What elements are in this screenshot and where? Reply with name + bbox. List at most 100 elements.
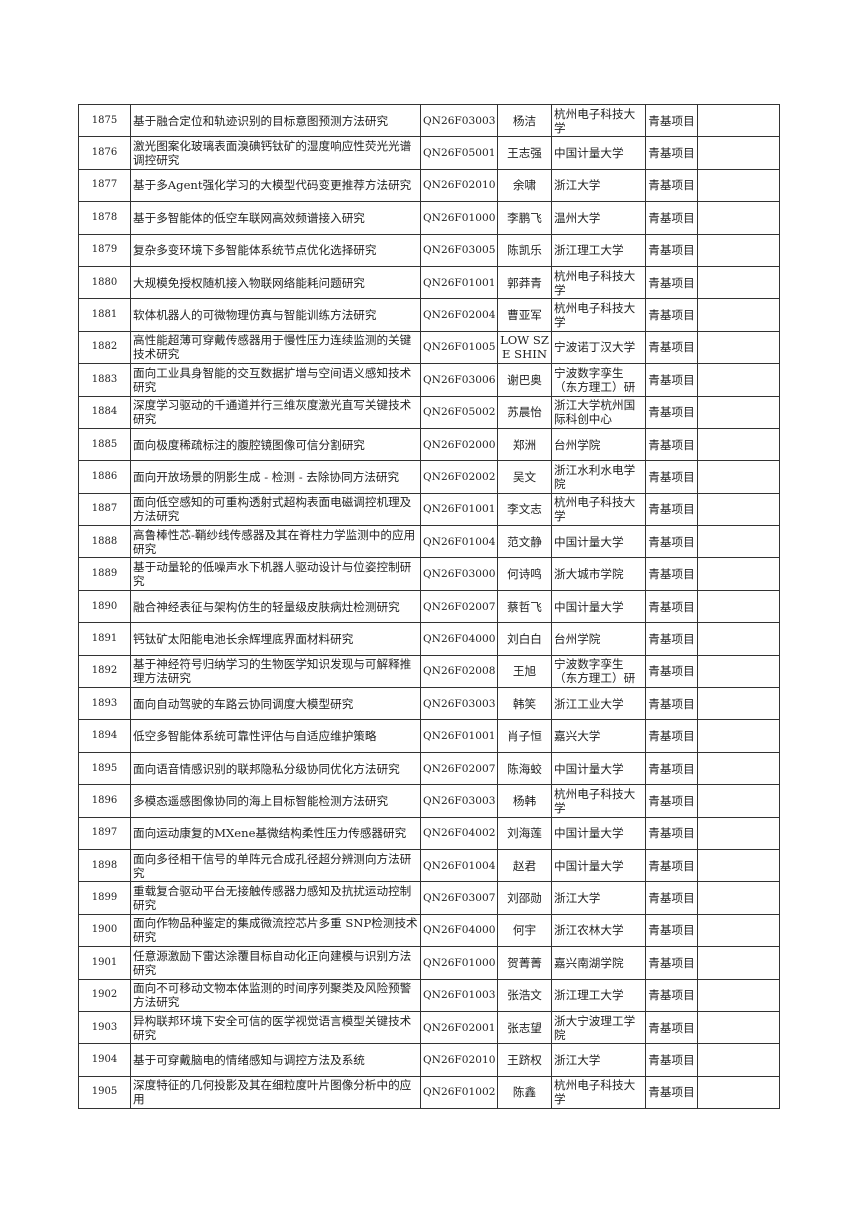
- row-number-text: 1902: [91, 989, 118, 1001]
- project-title: 基于融合定位和轨迹识别的目标意图预测方法研究: [130, 103, 421, 138]
- institution: 浙江理工大学: [551, 978, 646, 1012]
- blank-cell: [697, 330, 780, 365]
- institution: 杭州电子科技大学: [551, 298, 646, 332]
- institution-text: 宁波诺丁汉大学: [554, 340, 636, 355]
- institution-text: 杭州电子科技大学: [554, 268, 636, 297]
- project-title-text: 基于多智能体的低空车联网高效频谱接入研究: [133, 210, 365, 225]
- project-code: QN26F010007: [420, 201, 498, 235]
- project-title-text: 深度特征的几何投影及其在细粒度叶片图像分析中的应用: [133, 1078, 412, 1107]
- blank-cell: [697, 363, 780, 397]
- project-type-text: 青基项目: [648, 891, 695, 906]
- principal-name: 王跻权: [497, 1043, 552, 1077]
- principal-name-text: 陈鑫: [512, 1085, 537, 1100]
- project-title-text: 软体机器人的可微物理仿真与智能训练方法研究: [133, 308, 377, 323]
- table-row: 1903 异构联邦环境下安全可信的医学视觉语言模型关键技术研究 QN26F02001…: [78, 1010, 780, 1045]
- project-title: 面向多径相干信号的单阵元合成孔径超分辨测向方法研究: [130, 848, 421, 883]
- row-number: 1891: [78, 622, 131, 656]
- institution-text: 杭州电子科技大学: [554, 786, 636, 815]
- project-title-text: 面向低空感知的可重构透射式超构表面电磁调控机理及方法研究: [133, 495, 412, 524]
- project-title: 异构联邦环境下安全可信的医学视觉语言模型关键技术研究: [130, 1010, 421, 1045]
- project-code: QN26F010016: [420, 492, 498, 527]
- blank-cell: [697, 427, 780, 462]
- institution-text: 中国计量大学: [554, 826, 624, 841]
- project-code: QN26F010005: [420, 946, 498, 980]
- table-row: 1878 基于多智能体的低空车联网高效频谱接入研究 QN26F010007 李鹏飞 温州…: [78, 201, 780, 235]
- project-title: 面向开放场景的阴影生成 - 检测 - 去除协同方法研究: [130, 460, 421, 494]
- project-type-text: 青基项目: [648, 567, 695, 582]
- institution: 浙大宁波理工学院: [551, 1010, 646, 1045]
- row-number: 1881: [78, 298, 131, 332]
- project-type: 青基项目: [645, 233, 698, 267]
- row-number: 1892: [78, 654, 131, 689]
- row-number: 1895: [78, 751, 131, 786]
- row-number: 1879: [78, 233, 131, 267]
- row-number-text: 1887: [91, 503, 118, 515]
- institution: 杭州电子科技大学: [551, 1075, 646, 1110]
- principal-name-text: 王跻权: [507, 1053, 542, 1068]
- project-title: 复杂多变环境下多智能体系统节点优化选择研究: [130, 233, 421, 267]
- row-number: 1898: [78, 848, 131, 883]
- principal-name: 郑洲: [497, 427, 552, 462]
- project-title: 面向语音情感识别的联邦隐私分级协同优化方法研究: [130, 751, 421, 786]
- project-title-text: 融合神经表征与架构仿生的轻量级皮肤病灶检测研究: [133, 599, 400, 614]
- principal-name-text: 王旭: [512, 664, 537, 679]
- project-type: 青基项目: [645, 654, 698, 689]
- row-number-text: 1881: [91, 309, 118, 321]
- row-number-text: 1875: [91, 114, 118, 126]
- institution: 中国计量大学: [551, 525, 646, 559]
- project-title: 激光图案化玻璃表面溴碘钙钛矿的湿度响应性荧光光谱调控研究: [130, 136, 421, 170]
- row-number-text: 1876: [91, 147, 118, 159]
- row-number-text: 1890: [91, 600, 118, 612]
- project-title: 基于神经符号归纳学习的生物医学知识发现与可解释推理方法研究: [130, 654, 421, 689]
- institution: 杭州电子科技大学: [551, 265, 646, 300]
- row-number-text: 1891: [91, 632, 118, 644]
- project-code: QN26F040001: [420, 622, 498, 656]
- row-number: 1885: [78, 427, 131, 462]
- project-type: 青基项目: [645, 525, 698, 559]
- table-row: 1899 重载复合驱动平台无接触传感器力感知及抗扰运动控制研究 QN26F03007…: [78, 881, 780, 915]
- project-title-text: 高鲁棒性芯-鞘纱线传感器及其在脊柱力学监测中的应用研究: [133, 527, 416, 556]
- project-title-text: 面向开放场景的阴影生成 - 检测 - 去除协同方法研究: [133, 469, 400, 484]
- institution-text: 浙江大学: [554, 891, 601, 906]
- institution-text: 浙江理工大学: [554, 988, 624, 1003]
- institution-text: 嘉兴南湖学院: [554, 955, 624, 970]
- institution-text: 浙江理工大学: [554, 243, 624, 258]
- row-number: 1886: [78, 460, 131, 494]
- principal-name: 刘白白: [497, 622, 552, 656]
- principal-name-text: 蔡哲飞: [507, 599, 542, 614]
- project-code-text: QN26F030035: [423, 114, 495, 127]
- project-type-text: 青基项目: [648, 1053, 695, 1068]
- principal-name-text: 吴文: [512, 469, 537, 484]
- principal-name-text: 刘白白: [507, 631, 542, 646]
- project-type: 青基项目: [645, 816, 698, 850]
- project-title-text: 基于神经符号归纳学习的生物医学知识发现与可解释推理方法研究: [133, 657, 412, 686]
- blank-cell: [697, 557, 780, 591]
- project-code-text: QN26F020107: [423, 179, 495, 192]
- table-row: 1895 面向语音情感识别的联邦隐私分级协同优化方法研究 QN26F020074 陈海…: [78, 751, 780, 786]
- project-code-text: QN26F020020: [423, 470, 495, 483]
- project-type-text: 青基项目: [648, 437, 695, 452]
- institution: 台州学院: [551, 622, 646, 656]
- institution: 杭州电子科技大学: [551, 784, 646, 818]
- principal-name: 谢巴奥: [497, 363, 552, 397]
- principal-name-text: 余啸: [512, 178, 537, 193]
- project-code: QN26F030072: [420, 881, 498, 915]
- principal-name-text: 杨洁: [512, 113, 537, 128]
- row-number-text: 1888: [91, 535, 118, 547]
- project-title-text: 异构联邦环境下安全可信的医学视觉语言模型关键技术研究: [133, 1013, 412, 1042]
- project-code-text: QN26F050017: [423, 147, 495, 160]
- row-number: 1889: [78, 557, 131, 591]
- principal-name-text: 李文志: [507, 502, 542, 517]
- principal-name: 陈凯乐: [497, 233, 552, 267]
- principal-name-text: 贺菁菁: [507, 955, 542, 970]
- project-type-text: 青基项目: [648, 988, 695, 1003]
- table-row: 1885 面向极度稀疏标注的腹腔镜图像可信分割研究 QN26F020003 郑洲 台州学…: [78, 427, 780, 462]
- project-type: 青基项目: [645, 265, 698, 300]
- table-body: 1875 基于融合定位和轨迹识别的目标意图预测方法研究 QN26F030035 杨洁杭…: [78, 103, 780, 1110]
- row-number-text: 1897: [91, 827, 118, 839]
- institution-text: 杭州电子科技大学: [554, 301, 636, 330]
- principal-name: 陈鑫: [497, 1075, 552, 1110]
- project-title-text: 基于动量轮的低噪声水下机器人驱动设计与位姿控制研究: [133, 560, 412, 589]
- project-code: QN26F020105: [420, 1043, 498, 1077]
- institution: 中国计量大学: [551, 816, 646, 850]
